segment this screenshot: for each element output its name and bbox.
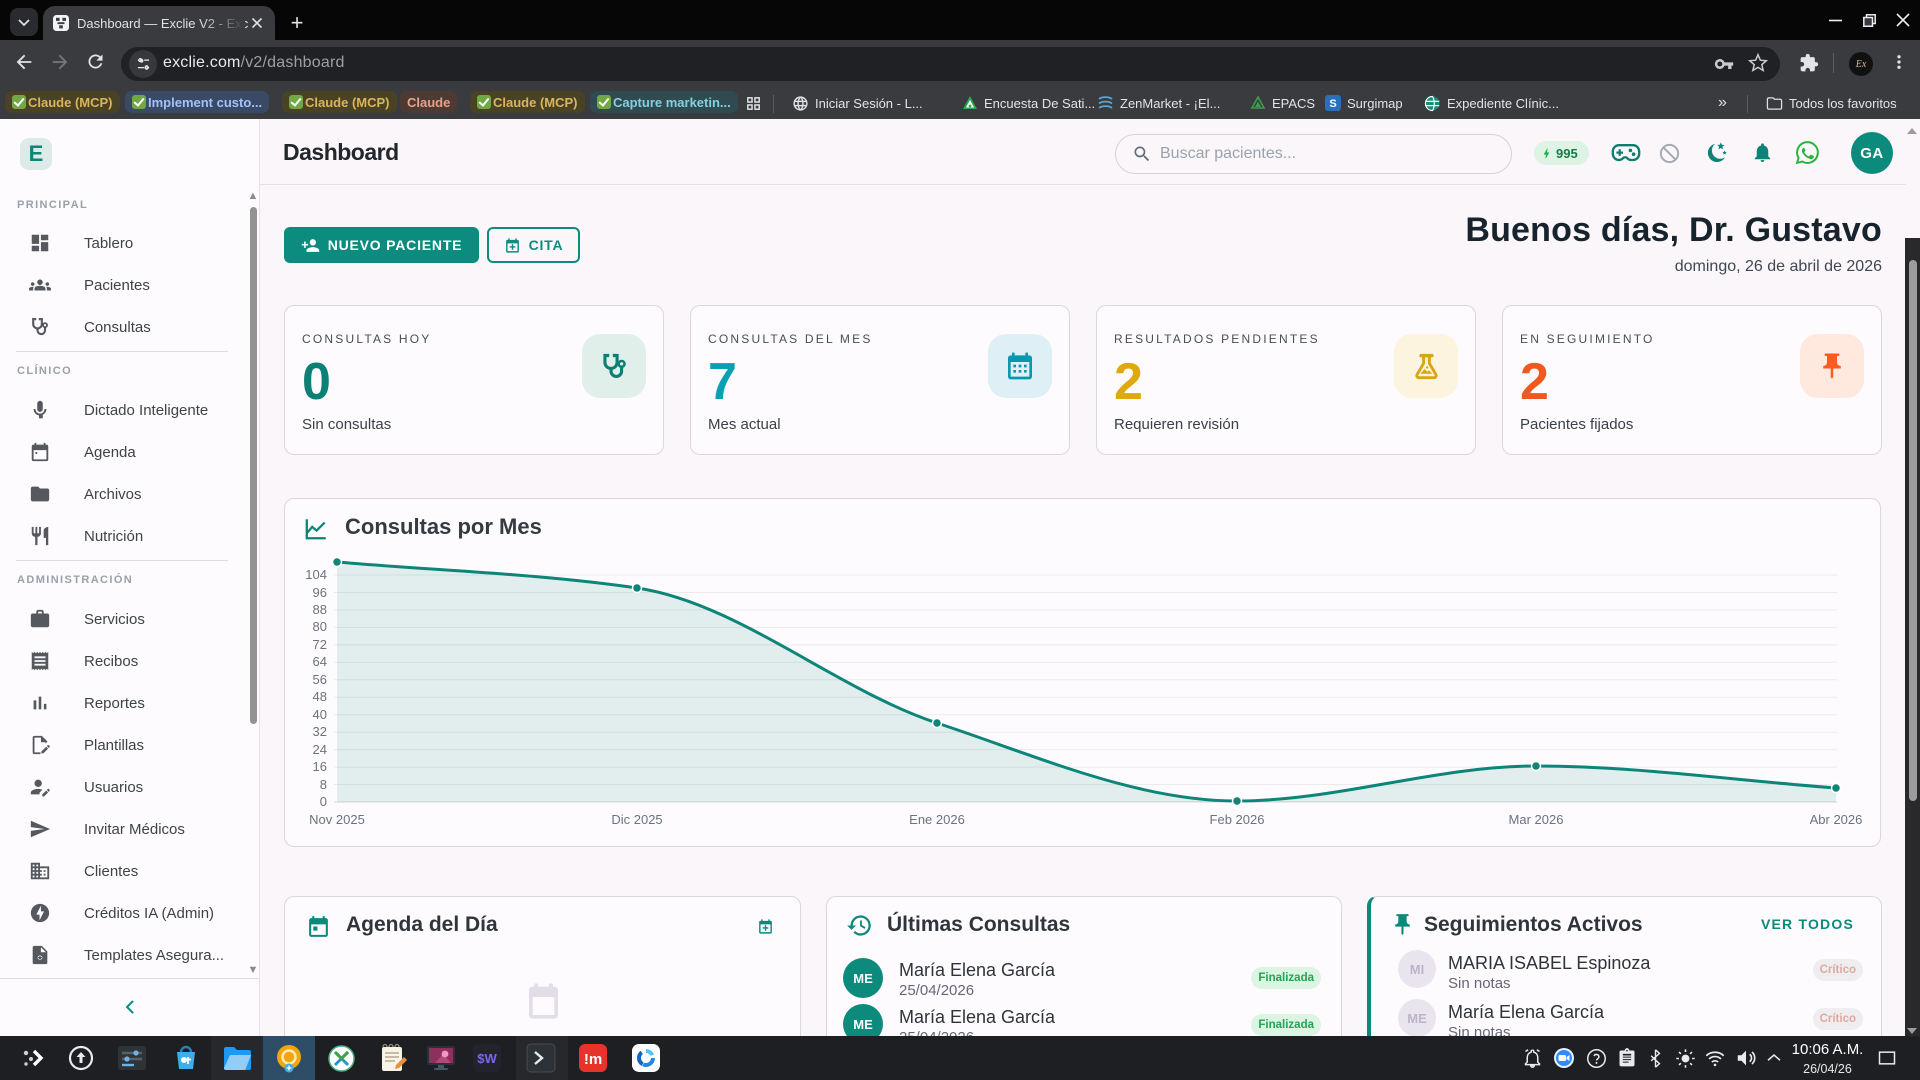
svg-text:S: S (1329, 98, 1336, 110)
svg-text:!m: !m (584, 1051, 602, 1068)
svg-text:$W: $W (477, 1051, 497, 1066)
